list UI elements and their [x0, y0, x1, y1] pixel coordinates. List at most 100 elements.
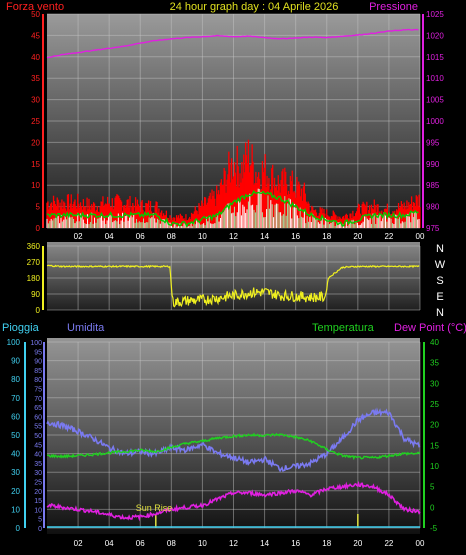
temperature-tick-label: 35 [430, 359, 439, 368]
compass-label: E [436, 291, 443, 303]
temperature-tick-label: 20 [430, 421, 439, 430]
dewpoint-axis-title: Dew Point (°C) [394, 322, 466, 334]
humidity-tick-label: 85 [34, 368, 42, 375]
pressure-tick-label: 1025 [426, 10, 444, 19]
humidity-tick-label: 40 [34, 452, 42, 459]
wind-tick-label: 40 [31, 53, 40, 62]
pressure-tick-label: 1020 [426, 31, 444, 40]
chart-title: 24 hour graph day : 04 Aprile 2026 [170, 1, 339, 13]
humidity-tick-label: 70 [34, 396, 42, 403]
x-tick-label: 14 [260, 539, 269, 548]
humidity-tick-label: 50 [34, 433, 42, 440]
pressure-axis-title: Pressione [369, 1, 418, 13]
pressure-tick-label: 995 [426, 138, 440, 147]
humidity-tick-label: 90 [34, 359, 42, 366]
wind-axis-title: Forza vento [6, 1, 64, 13]
x-tick-label: 04 [105, 232, 114, 241]
x-tick-label: 20 [353, 539, 362, 548]
temperature-tick-label: 0 [430, 503, 435, 512]
x-tick-label: 04 [105, 539, 114, 548]
dewpoint-line [46, 480, 421, 522]
temperature-tick-label: 5 [430, 483, 435, 492]
pressure-tick-label: 990 [426, 160, 440, 169]
compass-label: N [436, 307, 444, 319]
x-tick-label: 10 [198, 232, 207, 241]
wind-tick-label: 15 [31, 160, 40, 169]
humidity-tick-label: 95 [34, 349, 42, 356]
direction-tick-label: 0 [36, 306, 41, 315]
humidity-tick-label: 0 [38, 526, 42, 533]
rain-tick-label: 30 [11, 468, 20, 477]
humidity-tick-label: 60 [34, 414, 42, 421]
direction-tick-label: 90 [31, 290, 40, 299]
wind-tick-label: 50 [31, 10, 40, 19]
wind-tick-label: 20 [31, 138, 40, 147]
humidity-tick-label: 35 [34, 461, 42, 468]
x-tick-label: 18 [322, 539, 331, 548]
x-tick-label: 08 [167, 539, 176, 548]
wind-tick-label: 35 [31, 74, 40, 83]
pressure-line [46, 28, 419, 59]
pressure-tick-label: 980 [426, 203, 440, 212]
rain-tick-label: 60 [11, 412, 20, 421]
compass-label: S [436, 275, 443, 287]
wind-tick-label: 5 [36, 203, 41, 212]
rain-tick-label: 0 [16, 524, 21, 533]
rain-axis-title: Pioggia [2, 322, 40, 334]
wind-tick-label: 25 [31, 117, 40, 126]
pressure-tick-label: 1010 [426, 74, 444, 83]
humidity-tick-label: 25 [34, 480, 42, 487]
rain-tick-label: 80 [11, 375, 20, 384]
temperature-line [46, 432, 421, 461]
rain-tick-label: 50 [11, 431, 20, 440]
rain-tick-label: 70 [11, 394, 20, 403]
humidity-tick-label: 100 [30, 340, 42, 347]
x-tick-label: 02 [74, 539, 83, 548]
humidity-tick-label: 15 [34, 498, 42, 505]
compass-label: N [436, 243, 444, 255]
x-tick-label: 08 [167, 232, 176, 241]
x-tick-label: 00 [416, 539, 425, 548]
temperature-tick-label: 30 [430, 379, 439, 388]
compass-label: W [435, 259, 446, 271]
x-tick-label: 02 [74, 232, 83, 241]
x-tick-label: 10 [198, 539, 207, 548]
x-tick-label: 14 [260, 232, 269, 241]
pressure-tick-label: 1000 [426, 117, 444, 126]
rain-tick-label: 100 [7, 338, 21, 347]
rain-tick-label: 40 [11, 450, 20, 459]
rain-tick-label: 20 [11, 487, 20, 496]
direction-tick-label: 360 [27, 242, 41, 251]
direction-tick-label: 270 [27, 258, 41, 267]
x-tick-label: 00 [416, 232, 425, 241]
rain-tick-label: 90 [11, 357, 20, 366]
humidity-tick-label: 5 [38, 517, 42, 524]
x-tick-label: 22 [384, 539, 393, 548]
rain-tick-label: 10 [11, 505, 20, 514]
x-tick-label: 20 [353, 232, 362, 241]
humidity-tick-label: 10 [34, 507, 42, 514]
x-tick-label: 06 [136, 539, 145, 548]
humidity-tick-label: 80 [34, 377, 42, 384]
humidity-tick-label: 65 [34, 405, 42, 412]
wind-tick-label: 10 [31, 181, 40, 190]
wind-tick-label: 0 [36, 224, 41, 233]
mid-panel [47, 242, 420, 310]
x-tick-label: 16 [291, 232, 300, 241]
temperature-axis-title: Temperatura [312, 322, 375, 334]
wind-tick-label: 45 [31, 31, 40, 40]
sunrise-label: Sun Rise [136, 503, 173, 513]
direction-line [46, 264, 420, 308]
humidity-tick-label: 55 [34, 424, 42, 431]
x-tick-label: 22 [384, 232, 393, 241]
temperature-tick-label: -5 [430, 524, 438, 533]
x-tick-label: 18 [322, 232, 331, 241]
x-tick-label: 16 [291, 539, 300, 548]
humidity-tick-label: 45 [34, 442, 42, 449]
direction-tick-label: 180 [27, 274, 41, 283]
temperature-tick-label: 10 [430, 462, 439, 471]
humidity-tick-label: 75 [34, 387, 42, 394]
pressure-tick-label: 1015 [426, 53, 444, 62]
humidity-axis-title: Umidita [67, 322, 105, 334]
